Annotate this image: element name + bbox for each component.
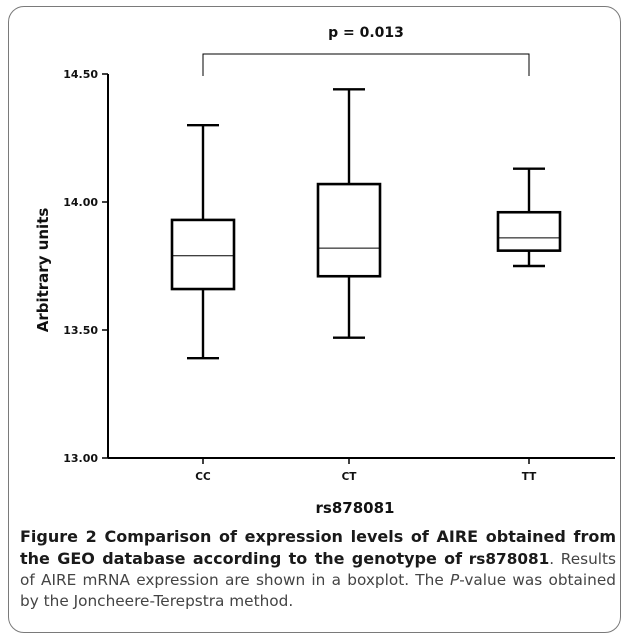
boxplot-chart: 13.00 13.50 14.00 14.50 CC CT TT p = 0.013 Arbi… [34,25,615,517]
x-tick-label: CT [342,471,358,483]
chart-axes: 13.00 13.50 14.00 14.50 CC CT TT [63,68,615,483]
figure-caption: Figure 2 Comparison of expression levels… [20,526,616,612]
box-iqr [316,182,382,278]
caption-desc-2: -value was obtained by the Joncheere-Ter… [20,571,616,610]
x-tick-label: CC [195,471,211,483]
y-axis-title: Arbitrary units [34,208,52,333]
box-iqr [496,210,562,252]
box-iqr [170,218,236,291]
p-value-annotation: p = 0.013 [328,25,404,41]
caption-figure-title: Figure 2 Comparison of expression levels… [20,527,616,568]
chart-labels: p = 0.013 Arbitrary units rs878081 [34,25,530,517]
boxplot-boxes [170,88,562,360]
y-tick-label: 14.00 [63,196,98,209]
y-tick-label: 13.50 [63,324,98,337]
caption-desc-1: . Results of AIRE mRNA expression are sh… [20,550,616,589]
x-axis-title: rs878081 [316,499,395,517]
caption-snp: rs878081 [468,550,550,568]
figure-frame [8,6,621,633]
x-tick-label: TT [522,471,537,483]
y-tick-label: 13.00 [63,452,98,465]
caption-p-italic: P [450,571,460,589]
y-tick-label: 14.50 [63,68,98,81]
significance-bracket [202,53,530,76]
